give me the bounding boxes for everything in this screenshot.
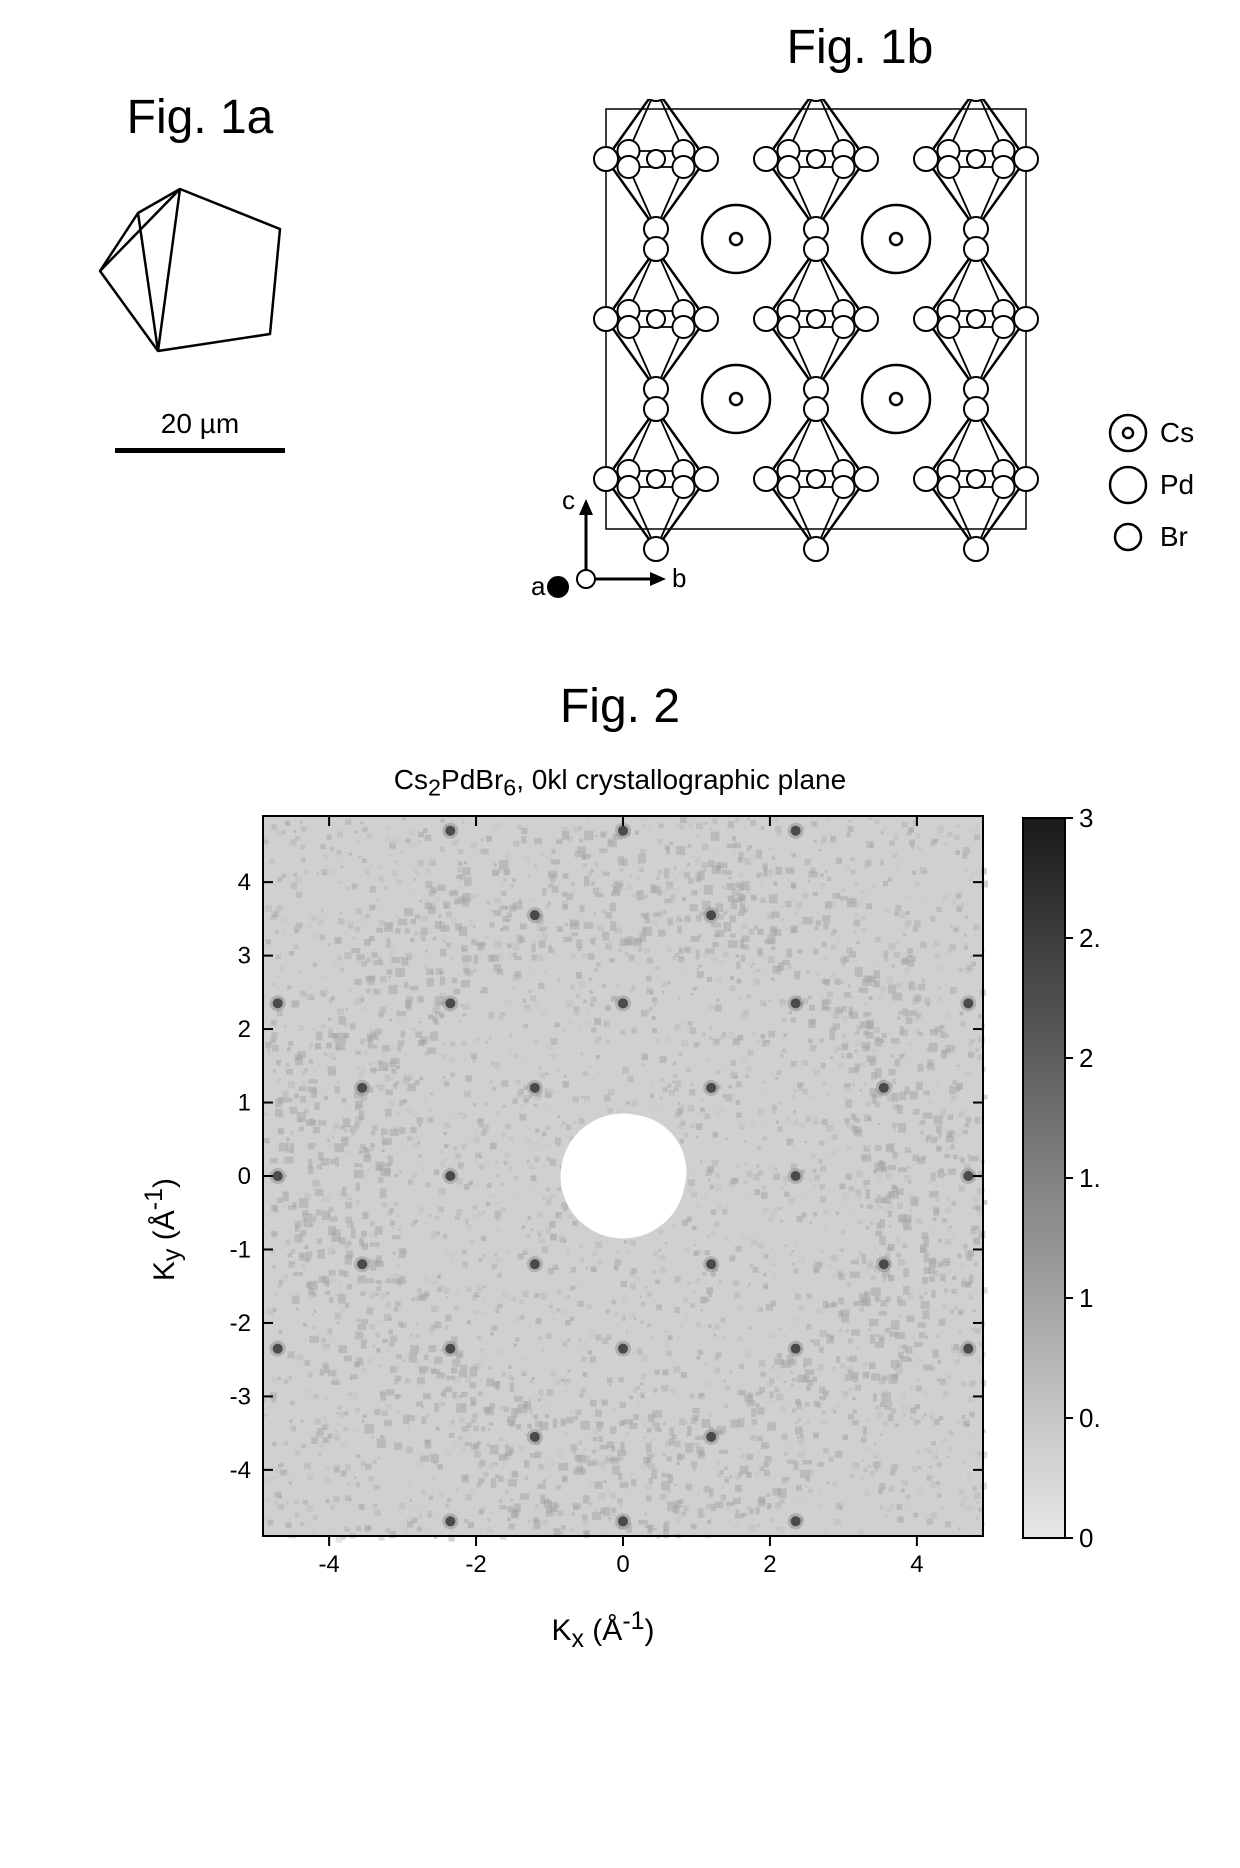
svg-text:0: 0: [616, 1551, 629, 1578]
fig1a-heading: Fig. 1a: [20, 90, 380, 145]
fig1b-legend: Cs Pd Br: [1106, 411, 1194, 559]
svg-text:-1: -1: [230, 1236, 251, 1263]
svg-text:a: a: [531, 571, 546, 601]
fig1b-heading: Fig. 1b: [500, 20, 1220, 75]
fig1a-scale-bar: [115, 448, 285, 453]
fig2-ylabel: Ky (Å-1): [140, 1178, 187, 1281]
fig2-plot: -4 -2 0 2 4 -4 -3 -2 -1 0 1 2 3 4: [203, 806, 1003, 1596]
top-figures-row: Fig. 1a 20 µm Fig. 1b c b a Cs Pd: [20, 20, 1220, 619]
fig1a-scale-label: 20 µm: [20, 408, 380, 440]
svg-text:2: 2: [238, 1016, 251, 1043]
svg-text:2.5: 2.5: [1079, 923, 1100, 953]
svg-text:2: 2: [763, 1551, 776, 1578]
svg-text:-3: -3: [230, 1383, 251, 1410]
svg-text:1: 1: [238, 1089, 251, 1116]
svg-text:3: 3: [1079, 806, 1093, 833]
fig2-heading: Fig. 2: [140, 679, 1100, 734]
legend-item-cs: Cs: [1106, 411, 1194, 455]
legend-label-pd: Pd: [1160, 469, 1194, 501]
legend-item-pd: Pd: [1106, 463, 1194, 507]
svg-text:-4: -4: [318, 1551, 339, 1578]
svg-text:3: 3: [238, 942, 251, 969]
fig2-colorbar: 0 0.5 1 1.5 2 2.5 3: [1019, 806, 1100, 1566]
fig2-block: Fig. 2 Cs2PdBr6, 0kl crystallographic pl…: [140, 679, 1100, 1654]
svg-text:1.5: 1.5: [1079, 1163, 1100, 1193]
legend-label-br: Br: [1160, 521, 1188, 553]
svg-text:4: 4: [238, 869, 251, 896]
fig1b-block: Fig. 1b c b a Cs Pd Br: [500, 20, 1220, 619]
svg-text:2: 2: [1079, 1043, 1093, 1073]
legend-item-br: Br: [1106, 515, 1194, 559]
svg-text:0: 0: [238, 1163, 251, 1190]
svg-text:c: c: [562, 485, 575, 515]
fig2-xlabel: Kx (Å-1): [203, 1607, 1003, 1654]
fig1a-polyhedron: [90, 169, 310, 379]
svg-text:1: 1: [1079, 1283, 1093, 1313]
svg-text:0.5: 0.5: [1079, 1403, 1100, 1433]
svg-text:4: 4: [910, 1551, 923, 1578]
svg-text:-4: -4: [230, 1456, 251, 1483]
svg-text:0: 0: [1079, 1523, 1093, 1553]
fig1a-block: Fig. 1a 20 µm: [20, 20, 380, 458]
fig2-title: Cs2PdBr6, 0kl crystallographic plane: [140, 764, 1100, 802]
fig1a-scalebar: 20 µm: [20, 408, 380, 458]
svg-text:b: b: [672, 563, 686, 593]
fig1b-lattice: c b a: [526, 99, 1086, 619]
svg-text:-2: -2: [230, 1310, 251, 1337]
legend-label-cs: Cs: [1160, 417, 1194, 449]
svg-text:-2: -2: [465, 1551, 486, 1578]
